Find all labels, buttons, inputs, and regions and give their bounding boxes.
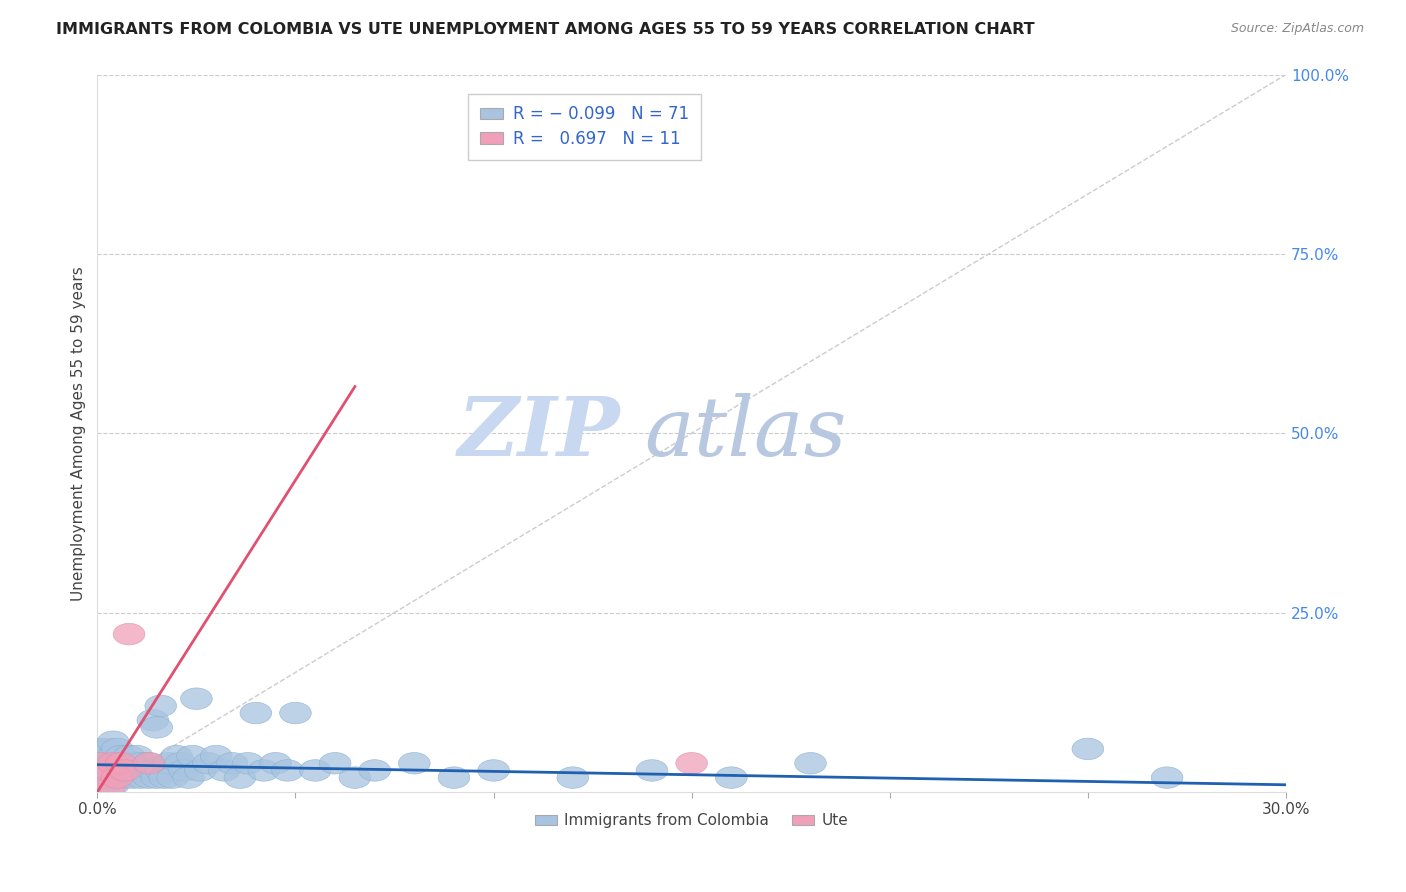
Ellipse shape [636, 760, 668, 781]
Ellipse shape [86, 739, 117, 760]
Ellipse shape [93, 760, 125, 781]
Ellipse shape [90, 767, 121, 789]
Ellipse shape [86, 767, 117, 789]
Ellipse shape [145, 760, 177, 781]
Ellipse shape [1071, 739, 1104, 760]
Text: Source: ZipAtlas.com: Source: ZipAtlas.com [1230, 22, 1364, 36]
Ellipse shape [299, 760, 330, 781]
Ellipse shape [93, 739, 125, 760]
Ellipse shape [136, 760, 169, 781]
Ellipse shape [121, 746, 153, 767]
Ellipse shape [716, 767, 747, 789]
Ellipse shape [105, 760, 136, 781]
Ellipse shape [184, 760, 217, 781]
Ellipse shape [165, 753, 197, 774]
Ellipse shape [280, 702, 311, 723]
Ellipse shape [260, 753, 291, 774]
Ellipse shape [121, 760, 153, 781]
Ellipse shape [439, 767, 470, 789]
Text: ZIP: ZIP [458, 393, 620, 474]
Ellipse shape [93, 778, 125, 799]
Ellipse shape [153, 753, 184, 774]
Ellipse shape [169, 760, 201, 781]
Ellipse shape [271, 760, 304, 781]
Ellipse shape [557, 767, 589, 789]
Ellipse shape [93, 753, 125, 774]
Ellipse shape [676, 753, 707, 774]
Ellipse shape [110, 760, 141, 781]
Ellipse shape [117, 753, 149, 774]
Ellipse shape [232, 753, 264, 774]
Ellipse shape [398, 753, 430, 774]
Ellipse shape [134, 767, 165, 789]
Legend: Immigrants from Colombia, Ute: Immigrants from Colombia, Ute [529, 807, 853, 835]
Ellipse shape [90, 746, 121, 767]
Ellipse shape [110, 753, 141, 774]
Ellipse shape [97, 774, 129, 796]
Ellipse shape [1152, 767, 1182, 789]
Ellipse shape [101, 767, 134, 789]
Ellipse shape [247, 760, 280, 781]
Ellipse shape [86, 753, 117, 774]
Ellipse shape [93, 767, 125, 789]
Ellipse shape [101, 753, 134, 774]
Ellipse shape [97, 731, 129, 753]
Ellipse shape [160, 746, 193, 767]
Ellipse shape [193, 753, 224, 774]
Ellipse shape [134, 753, 165, 774]
Ellipse shape [794, 753, 827, 774]
Text: IMMIGRANTS FROM COLOMBIA VS UTE UNEMPLOYMENT AMONG AGES 55 TO 59 YEARS CORRELATI: IMMIGRANTS FROM COLOMBIA VS UTE UNEMPLOY… [56, 22, 1035, 37]
Ellipse shape [105, 753, 136, 774]
Ellipse shape [173, 767, 204, 789]
Ellipse shape [110, 767, 141, 789]
Ellipse shape [180, 688, 212, 709]
Ellipse shape [149, 767, 180, 789]
Ellipse shape [208, 760, 240, 781]
Ellipse shape [90, 760, 121, 781]
Ellipse shape [114, 624, 145, 645]
Ellipse shape [319, 753, 352, 774]
Ellipse shape [136, 709, 169, 731]
Ellipse shape [105, 746, 136, 767]
Ellipse shape [101, 739, 134, 760]
Ellipse shape [201, 746, 232, 767]
Ellipse shape [114, 746, 145, 767]
Ellipse shape [145, 695, 177, 716]
Y-axis label: Unemployment Among Ages 55 to 59 years: Unemployment Among Ages 55 to 59 years [72, 266, 86, 600]
Ellipse shape [97, 753, 129, 774]
Ellipse shape [125, 753, 157, 774]
Ellipse shape [177, 746, 208, 767]
Ellipse shape [86, 753, 117, 774]
Ellipse shape [90, 774, 121, 796]
Ellipse shape [240, 702, 271, 723]
Ellipse shape [141, 716, 173, 739]
Ellipse shape [129, 760, 160, 781]
Text: atlas: atlas [644, 393, 846, 474]
Ellipse shape [217, 753, 247, 774]
Ellipse shape [101, 767, 134, 789]
Ellipse shape [117, 767, 149, 789]
Ellipse shape [359, 760, 391, 781]
Ellipse shape [125, 767, 157, 789]
Ellipse shape [224, 767, 256, 789]
Ellipse shape [339, 767, 371, 789]
Ellipse shape [114, 760, 145, 781]
Ellipse shape [157, 767, 188, 789]
Ellipse shape [134, 753, 165, 774]
Ellipse shape [97, 760, 129, 781]
Ellipse shape [478, 760, 509, 781]
Ellipse shape [141, 767, 173, 789]
Ellipse shape [97, 746, 129, 767]
